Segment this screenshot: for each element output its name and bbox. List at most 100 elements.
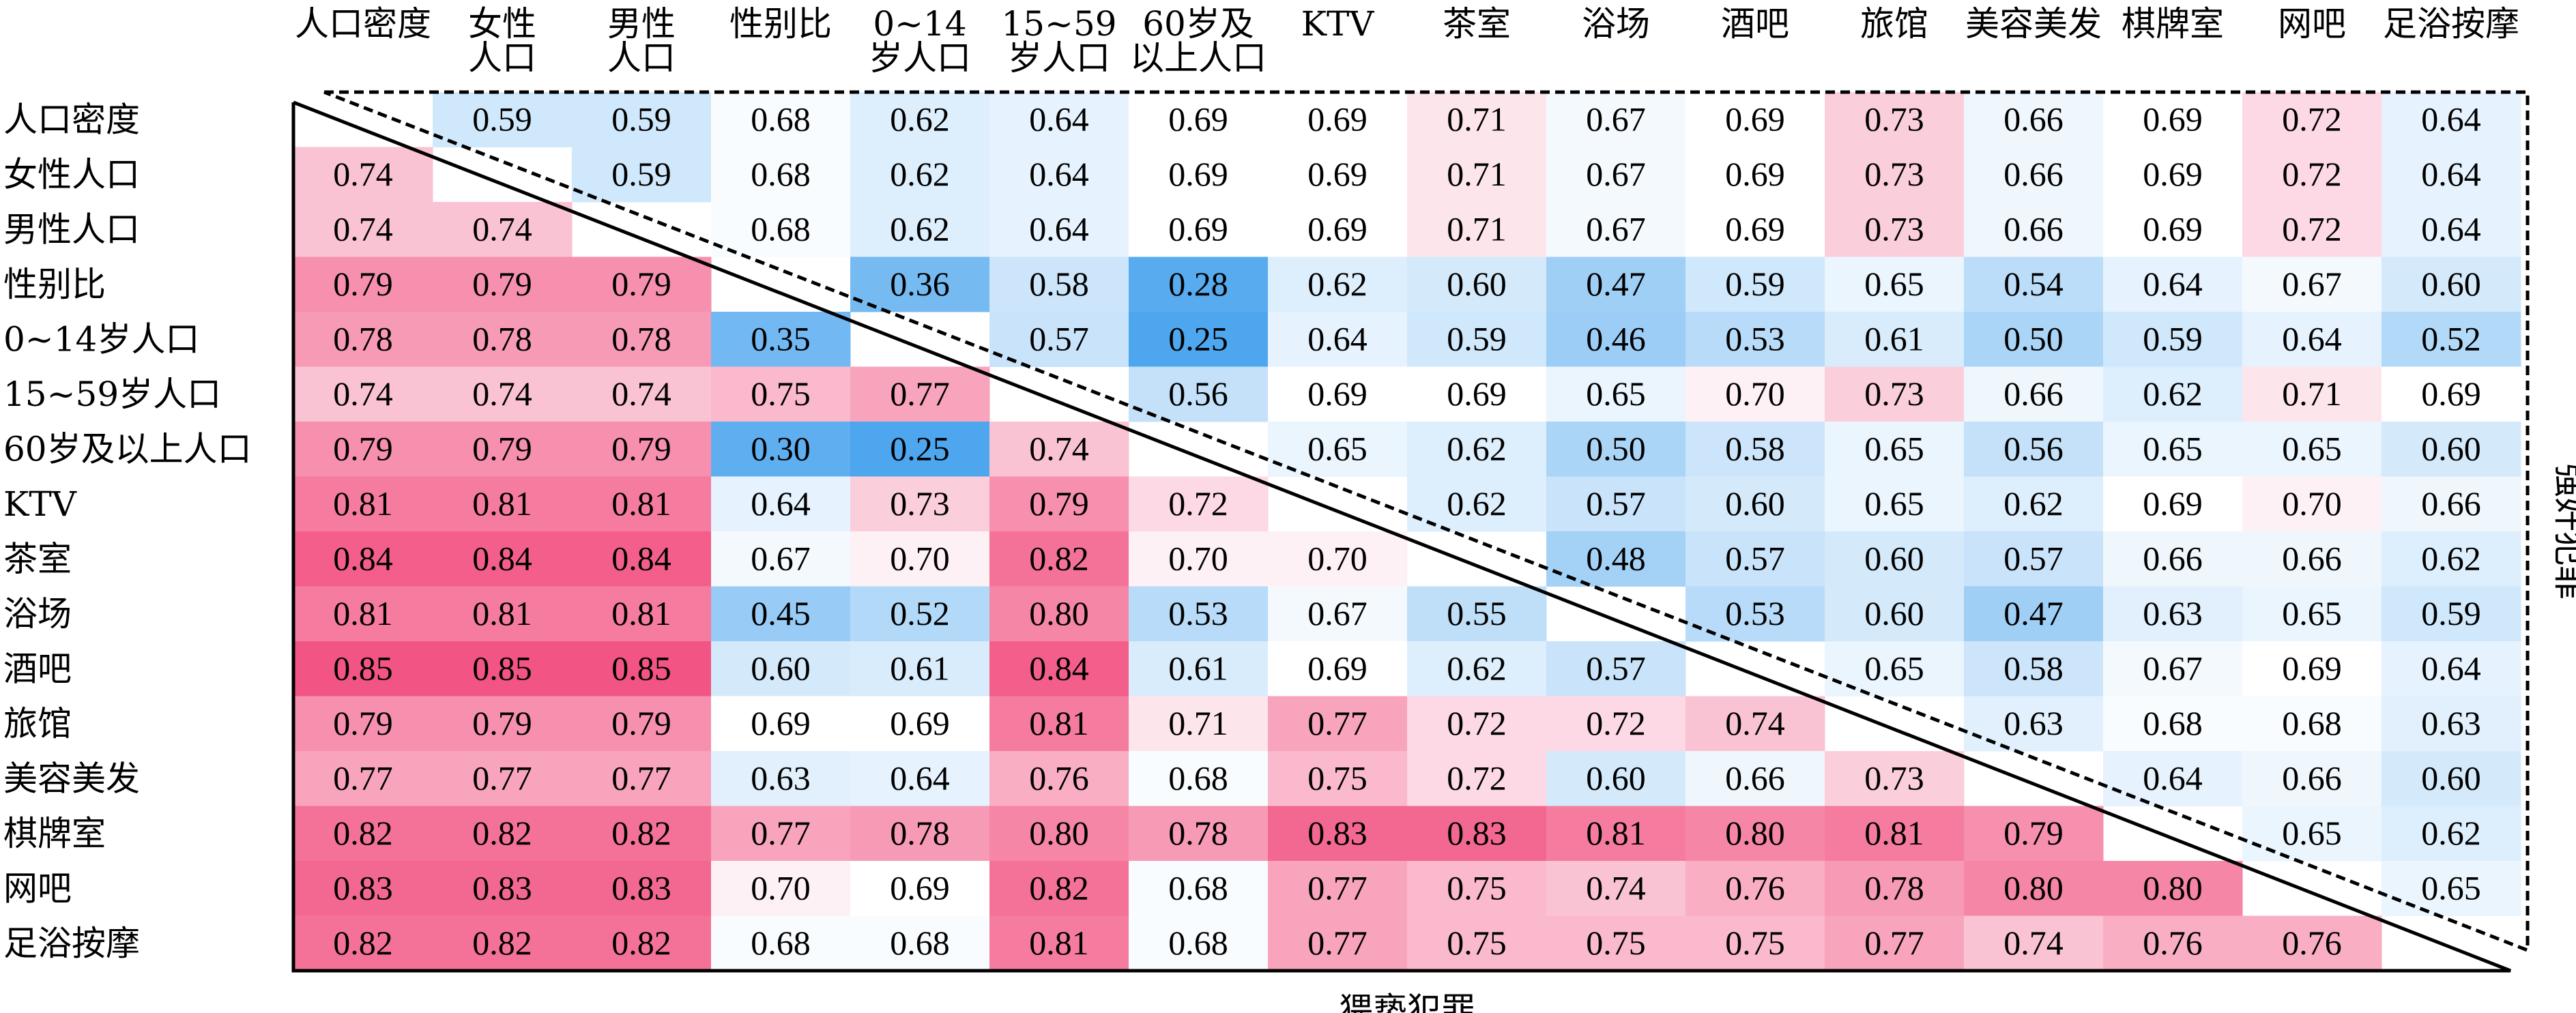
heatmap-cell [1825, 531, 1965, 587]
cell-value-label: 0.35 [751, 319, 811, 357]
heatmap-cell [433, 422, 573, 477]
heatmap-cell [989, 147, 1129, 203]
cell-value-label: 0.72 [2282, 100, 2342, 138]
cell-value-label: 0.65 [1864, 484, 1924, 523]
row-label: KTV [3, 484, 77, 524]
heatmap-cell [2103, 915, 2243, 971]
row-label: 0~14岁人口 [3, 319, 199, 359]
heatmap-cell [1546, 366, 1686, 422]
cell-value-label: 0.69 [1168, 100, 1228, 138]
cell-value-label: 0.81 [472, 484, 532, 523]
cell-value-label: 0.64 [2143, 759, 2203, 797]
heatmap-cell [2242, 92, 2382, 147]
heatmap-cell [989, 806, 1129, 862]
column-label: 人口密度 [295, 4, 431, 44]
heatmap-cell [989, 422, 1129, 477]
heatmap-cell [850, 256, 990, 312]
column-label: 女性人口 [468, 4, 536, 78]
heatmap-cell [850, 202, 990, 257]
heatmap-cell [1268, 751, 1408, 806]
cell-value-label: 0.66 [2003, 209, 2064, 248]
column-label: 浴场 [1582, 4, 1650, 44]
cell-value-label: 0.74 [2003, 924, 2064, 962]
cell-value-label: 0.81 [611, 484, 671, 523]
heatmap-cell [1825, 202, 1965, 257]
cell-value-label: 0.74 [1725, 704, 1785, 742]
cell-value-label: 0.62 [1447, 649, 1507, 687]
cell-value-label: 0.62 [1307, 265, 1367, 303]
heatmap-cell [2103, 422, 2243, 477]
cell-value-label: 0.67 [2282, 265, 2342, 303]
column-label: 足浴按摩 [2383, 4, 2519, 44]
cell-value-label: 0.74 [333, 375, 393, 413]
cell-value-label: 0.64 [2421, 649, 2481, 687]
heatmap-cell [711, 147, 851, 203]
heatmap-cell [1407, 312, 1547, 367]
cell-value-label: 0.81 [1029, 924, 1089, 962]
cell-value-label: 0.79 [2003, 814, 2064, 852]
cell-value-label: 0.80 [2003, 868, 2064, 907]
heatmap-cell [1546, 915, 1686, 971]
heatmap-cell [1685, 696, 1825, 752]
heatmap-cell [2103, 92, 2243, 147]
cell-value-label: 0.64 [890, 759, 950, 797]
heatmap-cell [2382, 366, 2521, 422]
column-label: 棋牌室 [2122, 4, 2224, 44]
cell-value-label: 0.58 [1725, 429, 1785, 467]
heatmap-cell [1825, 147, 1965, 203]
cell-value-label: 0.57 [1586, 649, 1646, 687]
heatmap-cell [711, 915, 851, 971]
cell-value-label: 0.66 [2421, 484, 2481, 523]
heatmap-cell [1685, 422, 1825, 477]
heatmap-cell [433, 751, 573, 806]
heatmap-cell [850, 531, 990, 587]
heatmap-cell [1964, 147, 2104, 203]
cell-value-label: 0.79 [611, 704, 671, 742]
heatmap-cell [1546, 422, 1686, 477]
cell-value-label: 0.72 [1447, 759, 1507, 797]
heatmap-cell [850, 806, 990, 862]
heatmap-cell [1685, 147, 1825, 203]
heatmap-cell [572, 751, 712, 806]
heatmap-cell [2382, 312, 2521, 367]
cell-value-label: 0.69 [2143, 155, 2203, 193]
cell-value-label: 0.82 [472, 814, 532, 852]
heatmap-cell [293, 915, 433, 971]
cell-value-label: 0.69 [1307, 155, 1367, 193]
cell-value-label: 0.79 [472, 704, 532, 742]
heatmap-cell [2382, 696, 2521, 752]
heatmap-cell [572, 586, 712, 642]
cell-value-label: 0.64 [2282, 319, 2342, 357]
heatmap-cell [1964, 915, 2104, 971]
cell-value-label: 0.64 [2421, 209, 2481, 248]
cell-value-label: 0.70 [890, 539, 950, 577]
heatmap-cell [989, 641, 1129, 696]
cell-value-label: 0.76 [2143, 924, 2203, 962]
cell-value-label: 0.71 [1447, 155, 1507, 193]
cell-value-label: 0.57 [1725, 539, 1785, 577]
cell-value-label: 0.73 [1864, 155, 1924, 193]
heatmap-cell [2242, 696, 2382, 752]
column-label: 酒吧 [1721, 4, 1789, 44]
heatmap-cell [1685, 861, 1825, 916]
heatmap-cell [293, 422, 433, 477]
heatmap-cell [1546, 202, 1686, 257]
cell-value-label: 0.74 [472, 375, 532, 413]
heatmap-cell [2242, 531, 2382, 587]
heatmap-cell [989, 202, 1129, 257]
cell-value-label: 0.72 [1447, 704, 1507, 742]
heatmap-cell [2103, 641, 2243, 696]
cell-value-label: 0.59 [1447, 319, 1507, 357]
cell-value-label: 0.60 [751, 649, 811, 687]
cell-value-label: 0.76 [1029, 759, 1089, 797]
heatmap-cell [293, 476, 433, 532]
column-label: 美容美发 [1965, 4, 2102, 44]
cell-value-label: 0.62 [2143, 375, 2203, 413]
heatmap-cell [433, 696, 573, 752]
cell-value-label: 0.64 [1029, 209, 1089, 248]
heatmap-cell [1825, 751, 1965, 806]
heatmap-cell [2242, 366, 2382, 422]
cell-value-label: 0.69 [1307, 100, 1367, 138]
heatmap-cell [1129, 202, 1269, 257]
